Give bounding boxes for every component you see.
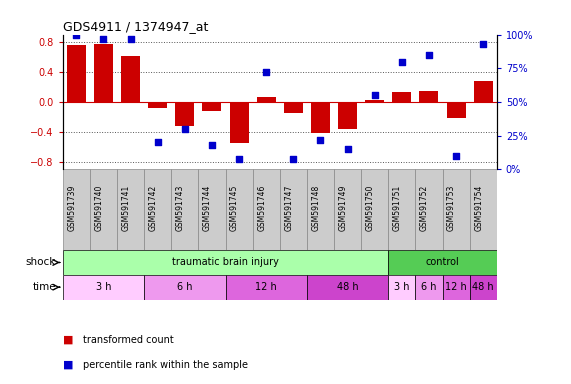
Bar xyxy=(63,169,90,250)
Bar xyxy=(257,97,276,102)
Bar xyxy=(416,169,443,250)
Text: 6 h: 6 h xyxy=(177,282,192,292)
Bar xyxy=(175,102,194,126)
Point xyxy=(99,36,108,42)
Text: GSM591748: GSM591748 xyxy=(311,185,320,231)
Bar xyxy=(117,169,144,250)
Point xyxy=(316,137,325,143)
Text: 48 h: 48 h xyxy=(337,282,359,292)
Bar xyxy=(199,169,226,250)
Text: GSM591753: GSM591753 xyxy=(447,185,456,231)
Bar xyxy=(361,169,388,250)
Point xyxy=(397,58,407,65)
Bar xyxy=(420,91,439,102)
Point xyxy=(153,139,162,146)
Bar xyxy=(388,275,415,300)
Bar xyxy=(226,275,307,300)
Text: GSM591754: GSM591754 xyxy=(474,185,483,231)
Text: GSM591752: GSM591752 xyxy=(420,185,429,231)
Bar xyxy=(90,169,117,250)
Bar xyxy=(63,275,144,300)
Bar xyxy=(144,169,171,250)
Point xyxy=(343,146,352,152)
Bar xyxy=(148,102,167,108)
Point xyxy=(262,69,271,75)
Text: GSM591746: GSM591746 xyxy=(257,185,266,231)
Bar xyxy=(230,102,248,143)
Bar xyxy=(443,275,469,300)
Text: GSM591743: GSM591743 xyxy=(176,185,185,231)
Text: percentile rank within the sample: percentile rank within the sample xyxy=(83,360,248,370)
Bar xyxy=(334,169,361,250)
Bar xyxy=(474,81,493,102)
Bar xyxy=(252,169,280,250)
Bar xyxy=(447,102,465,118)
Text: GSM591742: GSM591742 xyxy=(148,185,158,231)
Bar xyxy=(470,169,497,250)
Bar xyxy=(144,275,226,300)
Text: 12 h: 12 h xyxy=(445,282,467,292)
Bar xyxy=(94,44,113,102)
Text: GDS4911 / 1374947_at: GDS4911 / 1374947_at xyxy=(63,20,208,33)
Text: control: control xyxy=(425,257,460,268)
Bar xyxy=(226,169,252,250)
Bar xyxy=(307,275,388,300)
Text: GSM591751: GSM591751 xyxy=(393,185,402,231)
Text: traumatic brain injury: traumatic brain injury xyxy=(172,257,279,268)
Text: GSM591739: GSM591739 xyxy=(67,185,77,231)
Point xyxy=(289,156,298,162)
Bar xyxy=(365,101,384,102)
Point xyxy=(126,36,135,42)
Text: 3 h: 3 h xyxy=(96,282,111,292)
Bar xyxy=(443,169,469,250)
Text: 48 h: 48 h xyxy=(472,282,494,292)
Bar xyxy=(416,275,443,300)
Bar xyxy=(171,169,199,250)
Bar xyxy=(121,56,140,102)
Text: GSM591744: GSM591744 xyxy=(203,185,212,231)
Text: 3 h: 3 h xyxy=(394,282,409,292)
Text: ■: ■ xyxy=(63,360,73,370)
Bar xyxy=(203,102,222,111)
Bar xyxy=(311,102,330,133)
Text: GSM591750: GSM591750 xyxy=(365,185,375,231)
Text: GSM591747: GSM591747 xyxy=(284,185,293,231)
Point xyxy=(72,31,81,38)
Point xyxy=(452,153,461,159)
Bar xyxy=(63,250,388,275)
Point xyxy=(478,41,488,47)
Point xyxy=(370,92,379,98)
Bar xyxy=(392,92,411,102)
Text: GSM591741: GSM591741 xyxy=(122,185,131,231)
Text: GSM591740: GSM591740 xyxy=(94,185,103,231)
Bar xyxy=(338,102,357,129)
Text: GSM591749: GSM591749 xyxy=(339,185,348,231)
Text: GSM591745: GSM591745 xyxy=(230,185,239,231)
Point xyxy=(207,142,216,148)
Bar xyxy=(67,45,86,102)
Bar xyxy=(388,169,415,250)
Text: 12 h: 12 h xyxy=(255,282,277,292)
Bar xyxy=(280,169,307,250)
Text: ■: ■ xyxy=(63,335,73,345)
Bar xyxy=(307,169,334,250)
Point xyxy=(424,52,433,58)
Text: shock: shock xyxy=(26,257,56,268)
Point xyxy=(235,156,244,162)
Text: 6 h: 6 h xyxy=(421,282,437,292)
Point xyxy=(180,126,190,132)
Bar xyxy=(388,250,497,275)
Text: time: time xyxy=(33,282,56,292)
Bar xyxy=(470,275,497,300)
Bar xyxy=(284,102,303,113)
Text: transformed count: transformed count xyxy=(83,335,174,345)
